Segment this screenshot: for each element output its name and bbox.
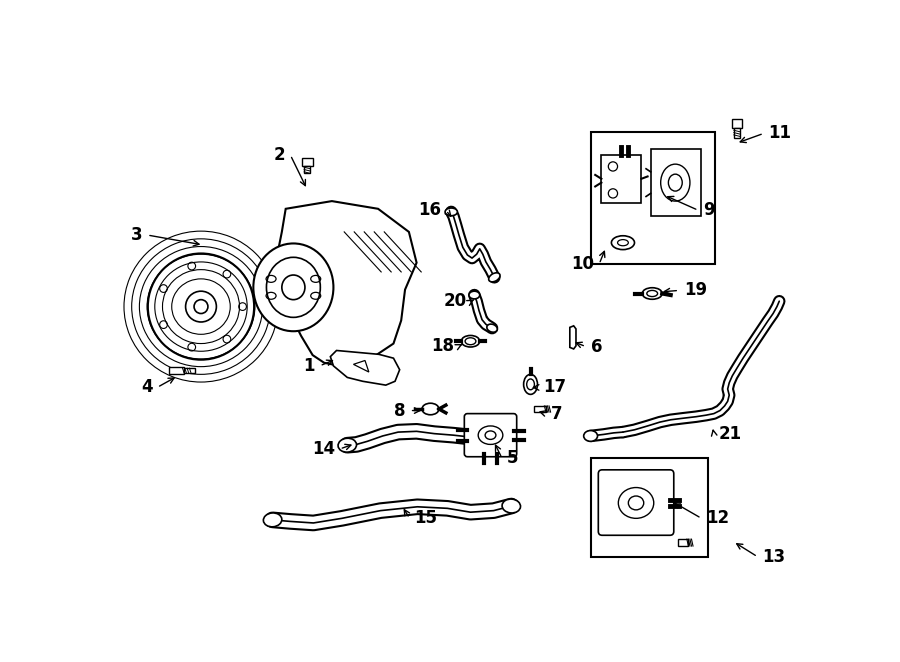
Bar: [535, 406, 546, 412]
Text: 11: 11: [769, 124, 791, 142]
Ellipse shape: [487, 324, 498, 332]
Text: 15: 15: [414, 509, 437, 528]
Ellipse shape: [254, 244, 333, 331]
Text: 14: 14: [311, 440, 335, 458]
Ellipse shape: [422, 403, 439, 415]
Ellipse shape: [502, 499, 520, 513]
Bar: [590, 132, 716, 264]
Polygon shape: [570, 326, 576, 349]
Text: 4: 4: [141, 379, 152, 397]
FancyBboxPatch shape: [464, 414, 517, 457]
Bar: [651, 149, 701, 216]
Text: 12: 12: [706, 509, 729, 528]
Text: 3: 3: [130, 226, 142, 244]
Ellipse shape: [148, 254, 254, 359]
Text: 21: 21: [718, 424, 742, 443]
Ellipse shape: [611, 236, 634, 250]
Ellipse shape: [524, 374, 537, 395]
Bar: [601, 155, 642, 203]
Ellipse shape: [584, 430, 598, 442]
Text: 2: 2: [274, 146, 285, 164]
Text: 6: 6: [590, 338, 602, 355]
Ellipse shape: [469, 291, 480, 299]
Text: 10: 10: [572, 256, 595, 273]
Text: 13: 13: [762, 548, 786, 566]
Ellipse shape: [489, 273, 500, 282]
Bar: [184, 368, 194, 373]
Text: 18: 18: [431, 337, 454, 355]
Ellipse shape: [264, 513, 282, 527]
Bar: [590, 458, 707, 557]
Text: 19: 19: [684, 281, 706, 299]
Polygon shape: [354, 361, 369, 372]
Text: 1: 1: [303, 357, 315, 375]
Text: 7: 7: [551, 404, 562, 422]
Text: 16: 16: [418, 201, 441, 219]
Bar: [678, 539, 688, 546]
FancyBboxPatch shape: [598, 470, 674, 536]
Text: 17: 17: [543, 379, 566, 397]
Polygon shape: [278, 201, 417, 367]
Ellipse shape: [461, 336, 480, 347]
Text: 20: 20: [444, 292, 466, 310]
Polygon shape: [330, 350, 400, 385]
Bar: [168, 367, 184, 373]
Text: 5: 5: [507, 449, 518, 467]
Ellipse shape: [643, 288, 662, 299]
Ellipse shape: [338, 438, 356, 452]
Text: 9: 9: [703, 201, 715, 219]
Bar: [734, 128, 740, 138]
Bar: [732, 119, 742, 128]
Ellipse shape: [446, 208, 457, 216]
Bar: [304, 166, 310, 173]
Bar: [302, 158, 312, 166]
Text: 8: 8: [393, 402, 405, 420]
